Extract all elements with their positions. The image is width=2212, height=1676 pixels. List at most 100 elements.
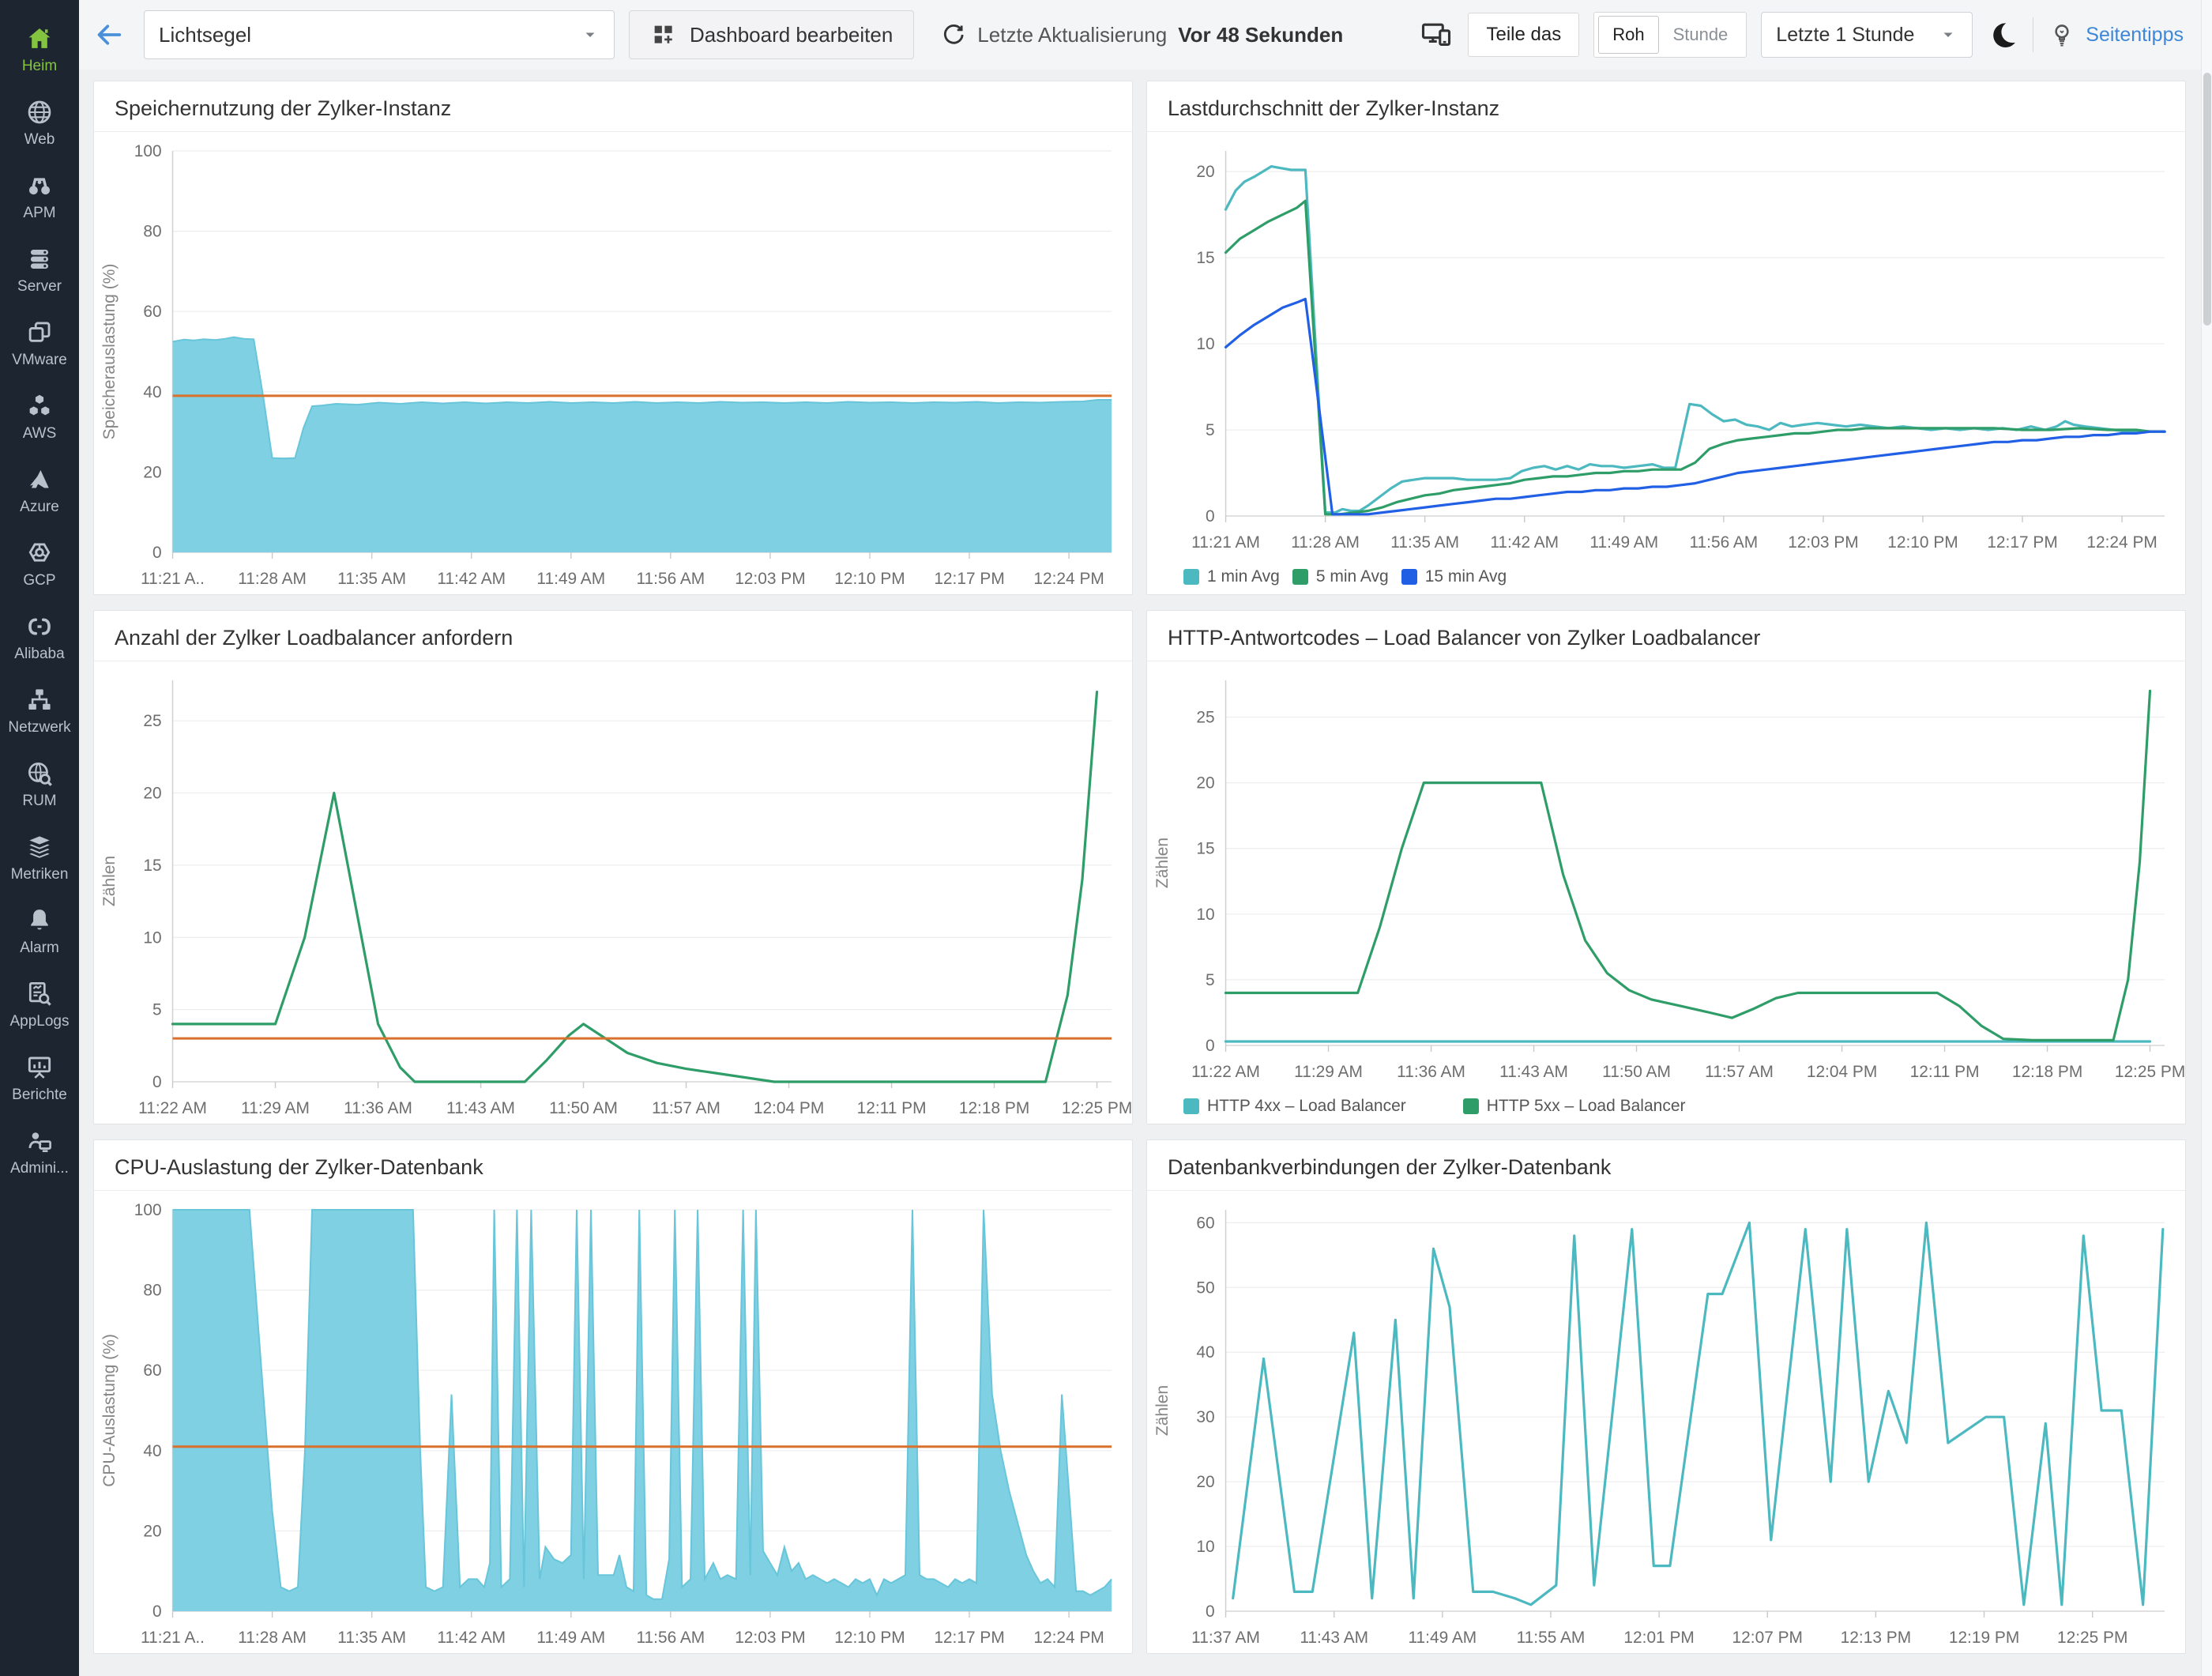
- svg-text:11:42 AM: 11:42 AM: [1490, 533, 1559, 552]
- svg-text:0: 0: [1206, 507, 1215, 525]
- svg-text:12:04 PM: 12:04 PM: [1807, 1063, 1877, 1081]
- sidebar-item-aws[interactable]: AWS: [0, 380, 79, 454]
- sidebar-item-label: APM: [23, 205, 56, 221]
- svg-text:10: 10: [1196, 335, 1214, 353]
- sidebar-item-server[interactable]: Server: [0, 233, 79, 307]
- svg-text:11:35 AM: 11:35 AM: [337, 570, 406, 588]
- svg-text:12:24 PM: 12:24 PM: [1033, 570, 1104, 588]
- dark-mode-button[interactable]: [1987, 19, 2018, 51]
- svg-text:11:35 AM: 11:35 AM: [1390, 533, 1459, 552]
- load-chart[interactable]: 0 5 10 15 20 11:21 AM 11:28 AM 11:35 AM 11:42 AM…: [1147, 132, 2185, 559]
- sidebar-item-alarm[interactable]: Alarm: [0, 894, 79, 968]
- dashboard-select[interactable]: Lichtsegel: [144, 10, 615, 59]
- svg-text:60: 60: [1196, 1214, 1214, 1232]
- svg-text:12:17 PM: 12:17 PM: [934, 570, 1004, 588]
- sidebar-item-metriken[interactable]: Metriken: [0, 821, 79, 894]
- legend-item[interactable]: 5 min Avg: [1292, 567, 1389, 586]
- sidebar-item-label: GCP: [23, 572, 56, 589]
- legend-label: 1 min Avg: [1207, 567, 1280, 586]
- svg-text:0: 0: [152, 544, 162, 562]
- svg-text:12:11 PM: 12:11 PM: [1910, 1063, 1980, 1081]
- granularity-option-roh[interactable]: Roh: [1598, 16, 1659, 54]
- svg-text:Zählen: Zählen: [1153, 838, 1172, 888]
- svg-text:25: 25: [1196, 708, 1214, 726]
- scrollbar-thumb[interactable]: [2203, 73, 2211, 326]
- svg-text:15: 15: [1196, 840, 1214, 858]
- sidebar-item-gcp[interactable]: GCP: [0, 527, 79, 601]
- svg-text:12:25 PM: 12:25 PM: [2115, 1063, 2185, 1081]
- svg-text:5: 5: [1206, 971, 1215, 989]
- edit-dashboard-button[interactable]: Dashboard bearbeiten: [629, 10, 915, 59]
- sidebar-item-web[interactable]: Web: [0, 86, 79, 160]
- scrollbar[interactable]: [2201, 0, 2212, 1676]
- sidebar-item-label: Web: [24, 131, 55, 148]
- sidebar-item-label: VMware: [12, 352, 67, 368]
- sidebar-item-label: AWS: [22, 425, 57, 442]
- panel-memory: Speichernutzung der Zylker-Instanz 0 20 40 6…: [93, 81, 1133, 595]
- sidebar-item-label: Alibaba: [14, 646, 65, 662]
- legend-swatch: [1401, 569, 1417, 585]
- sidebar-item-azure[interactable]: Azure: [0, 454, 79, 527]
- sidebar-item-label: Azure: [20, 499, 59, 515]
- granularity-option-stunde[interactable]: Stunde: [1672, 24, 1729, 44]
- chart-title: HTTP-Antwortcodes – Load Balancer von Zy…: [1147, 611, 2185, 661]
- sidebar-item-apm[interactable]: APM: [0, 160, 79, 233]
- svg-text:12:25 PM: 12:25 PM: [1062, 1099, 1132, 1117]
- back-button[interactable]: [93, 17, 130, 53]
- svg-text:11:49 AM: 11:49 AM: [1408, 1629, 1477, 1647]
- legend-item[interactable]: HTTP 4xx – Load Balancer: [1183, 1097, 1406, 1116]
- legend-item[interactable]: HTTP 5xx – Load Balancer: [1462, 1097, 1686, 1116]
- db-connections-chart[interactable]: 0 10 20 30 40 50 60 11:37 AM 11:43 AM 11:49 AM 11:…: [1147, 1191, 2185, 1654]
- svg-text:11:36 AM: 11:36 AM: [1397, 1063, 1465, 1081]
- alibaba-icon: [28, 618, 51, 635]
- devices-preview-button[interactable]: [1419, 17, 1454, 52]
- sidebar-item-heim[interactable]: Heim: [0, 13, 79, 86]
- svg-text:11:49 AM: 11:49 AM: [536, 1629, 605, 1647]
- dashboard-select-value: Lichtsegel: [159, 22, 252, 47]
- svg-text:11:36 AM: 11:36 AM: [344, 1099, 412, 1117]
- legend-swatch: [1292, 569, 1308, 585]
- chart-title: Lastdurchschnitt der Zylker-Instanz: [1147, 81, 2185, 132]
- sidebar-item-admin[interactable]: Admini...: [0, 1115, 79, 1188]
- share-button[interactable]: Teile das: [1468, 13, 1580, 57]
- svg-text:20: 20: [143, 784, 161, 802]
- sidebar-item-alibaba[interactable]: Alibaba: [0, 601, 79, 674]
- sidebar-item-applogs[interactable]: AppLogs: [0, 968, 79, 1041]
- cpu-chart[interactable]: 0 20 40 60 80 100 11:21 A.. 11:28 AM 11:35 AM 11:…: [94, 1191, 1132, 1654]
- svg-text:20: 20: [143, 1522, 161, 1540]
- sidebar-item-rum[interactable]: RUM: [0, 748, 79, 821]
- toolbar: Lichtsegel Dashboard bearbeiten Letzte A…: [79, 0, 2212, 70]
- svg-text:12:18 PM: 12:18 PM: [2012, 1063, 2082, 1081]
- http-chart[interactable]: 0 5 10 15 20 25 11:22 AM 11:29 AM 11:36 AM 11:43 …: [1147, 661, 2185, 1088]
- svg-text:11:56 AM: 11:56 AM: [1689, 533, 1758, 552]
- sidebar-item-netzwerk[interactable]: Netzwerk: [0, 674, 79, 748]
- svg-text:20: 20: [143, 463, 161, 481]
- svg-text:0: 0: [1206, 1603, 1215, 1621]
- legend-swatch: [1462, 1098, 1479, 1114]
- svg-text:20: 20: [1196, 774, 1214, 793]
- azure-icon: [29, 469, 49, 488]
- legend-item[interactable]: 1 min Avg: [1183, 567, 1280, 586]
- svg-text:40: 40: [143, 383, 161, 401]
- sidebar-item-vmware[interactable]: VMware: [0, 307, 79, 380]
- refresh-icon[interactable]: [941, 22, 966, 47]
- time-range-select[interactable]: Letzte 1 Stunde: [1761, 12, 1973, 58]
- moon-icon: [1993, 23, 2016, 47]
- lb-requests-chart[interactable]: 0 5 10 15 20 25 11:22 AM 11:29 AM 11:36 AM 11:43 …: [94, 661, 1132, 1124]
- legend-item[interactable]: 15 min Avg: [1401, 567, 1507, 586]
- svg-text:10: 10: [143, 928, 161, 947]
- svg-text:12:24 PM: 12:24 PM: [2086, 533, 2157, 552]
- svg-text:10: 10: [1196, 1538, 1214, 1556]
- svg-text:11:28 AM: 11:28 AM: [238, 570, 307, 588]
- page-tips-link[interactable]: Seitentipps: [2048, 21, 2184, 49]
- svg-text:11:29 AM: 11:29 AM: [241, 1099, 310, 1117]
- sidebar-item-berichte[interactable]: Berichte: [0, 1041, 79, 1115]
- svg-text:11:29 AM: 11:29 AM: [1294, 1063, 1363, 1081]
- memory-chart[interactable]: 0 20 40 60 80 100 11:21 A.. 11:28 AM 11:35 AM 11:…: [94, 132, 1132, 595]
- time-range-value: Letzte 1 Stunde: [1776, 23, 1915, 46]
- svg-text:11:42 AM: 11:42 AM: [437, 1629, 506, 1647]
- binoculars-icon: [29, 178, 50, 195]
- legend-label: 15 min Avg: [1424, 567, 1507, 586]
- svg-text:20: 20: [1196, 1473, 1214, 1491]
